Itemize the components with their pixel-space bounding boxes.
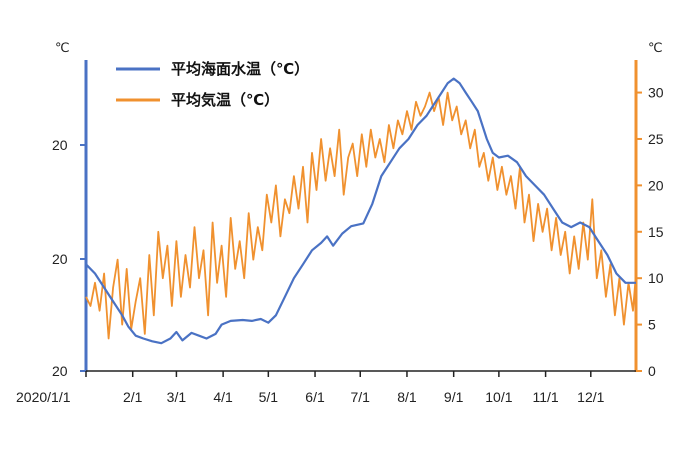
x-tick-label: 4/1 [213,389,233,405]
series-line-sst [85,77,636,345]
right-axis-unit: ℃ [648,40,663,55]
right-tick-label: 25 [648,131,664,147]
x-tick-label: 8/1 [397,389,417,405]
left-axis: ℃ 20 20 20 [52,40,88,379]
legend: 平均海面水温（℃） 平均気温（℃） [116,60,309,109]
x-tick-label: 12/1 [577,389,604,405]
right-tick-label: 30 [648,85,664,101]
right-tick-label: 15 [648,224,664,240]
plot-area [85,77,637,345]
left-tick-label: 20 [52,251,68,267]
right-axis: ℃ 0 5 10 15 20 25 30 [634,40,664,379]
left-tick-label: 20 [52,137,68,153]
left-axis-unit: ℃ [55,40,70,55]
left-tick-label: 20 [52,363,68,379]
right-tick-label: 20 [648,177,664,193]
x-tick-label: 10/1 [485,389,512,405]
x-tick-label: 11/1 [532,389,558,405]
right-tick-label: 10 [648,270,664,286]
x-tick-label: 7/1 [351,389,371,405]
x-tick-label: 3/1 [167,389,187,405]
x-tick-label: 9/1 [444,389,464,405]
x-tick-label: 6/1 [305,389,325,405]
right-tick-label: 5 [648,317,656,333]
x-tick-label: 2/1 [123,389,143,405]
x-tick-label: 2020/1/1 [16,389,71,405]
legend-label-air: 平均気温（℃） [171,91,279,109]
series-line-air-temp [85,91,637,340]
x-axis: 2020/1/1 2/1 3/1 4/1 5/1 6/1 7/1 8/1 9/1 10/1 11/1… [16,370,636,405]
x-tick-label: 5/1 [259,389,279,405]
legend-label-sst: 平均海面水温（℃） [171,60,309,78]
right-tick-label: 0 [648,363,656,379]
